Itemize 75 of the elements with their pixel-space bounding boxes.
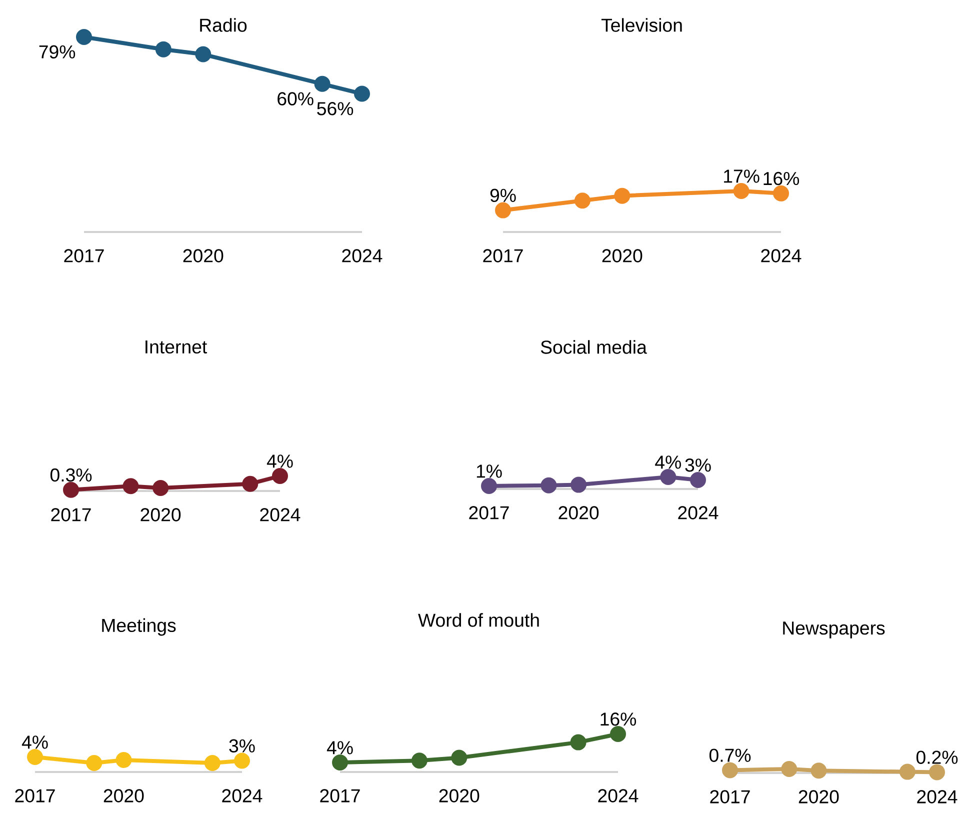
x-tick-label: 2020 xyxy=(183,249,224,262)
data-label: 16% xyxy=(764,172,800,186)
point xyxy=(204,755,220,771)
point xyxy=(234,752,250,769)
data-label: 17% xyxy=(724,170,760,183)
data-label: 16% xyxy=(600,712,636,726)
x-tick-label: 2024 xyxy=(222,789,262,802)
point xyxy=(540,477,557,494)
data-label: 0.2% xyxy=(916,750,958,764)
point xyxy=(481,478,498,494)
point xyxy=(411,752,428,769)
chart-title: Television xyxy=(601,18,682,32)
data-label: 3% xyxy=(685,458,711,472)
x-tick-label: 2017 xyxy=(710,790,750,804)
point xyxy=(152,480,169,496)
point xyxy=(76,28,92,45)
x-tick-label: 2020 xyxy=(558,506,599,520)
point xyxy=(155,41,172,58)
chart-title: Meetings xyxy=(102,618,176,636)
x-tick-label: 2020 xyxy=(140,508,181,522)
data-label: 79% xyxy=(39,45,76,58)
x-tick-label: 2017 xyxy=(51,508,91,522)
chart-title: Internet xyxy=(146,340,208,354)
x-tick-label: 2017 xyxy=(469,506,509,520)
x-tick-label: 2017 xyxy=(15,789,55,802)
data-label: 60% xyxy=(278,92,314,106)
point xyxy=(122,478,139,494)
point xyxy=(574,192,590,209)
x-tick-label: 2020 xyxy=(439,789,480,802)
x-tick-label: 2017 xyxy=(320,789,360,802)
x-tick-label: 2017 xyxy=(64,249,104,262)
chart-title: Radio xyxy=(200,18,247,32)
point xyxy=(614,188,630,204)
point xyxy=(733,182,750,199)
point xyxy=(610,726,626,742)
x-tick-label: 2020 xyxy=(798,790,839,804)
point xyxy=(272,468,288,484)
data-label: 4% xyxy=(266,454,293,468)
point xyxy=(690,472,706,488)
data-label: 0.7% xyxy=(709,748,751,762)
x-tick-label: 2024 xyxy=(342,249,382,262)
x-tick-label: 2024 xyxy=(678,506,718,520)
chart-title: Social media xyxy=(540,340,647,354)
data-label: 9% xyxy=(490,188,516,202)
x-tick-label: 2020 xyxy=(104,789,144,802)
point xyxy=(332,754,348,770)
point xyxy=(63,482,80,498)
data-label: 0.3% xyxy=(50,468,92,482)
data-label: 1% xyxy=(476,464,502,478)
data-label: 56% xyxy=(317,102,354,116)
x-tick-label: 2020 xyxy=(602,249,642,262)
x-tick-label: 2024 xyxy=(260,508,300,522)
point xyxy=(451,750,468,766)
chart-title: Word of mouth xyxy=(418,613,539,627)
data-label: 3% xyxy=(229,739,255,752)
point xyxy=(660,468,676,485)
point xyxy=(86,755,102,771)
point xyxy=(27,749,44,765)
data-label: 4% xyxy=(326,741,353,754)
point xyxy=(354,86,370,102)
point xyxy=(116,752,132,768)
data-label: 4% xyxy=(22,736,48,749)
x-tick-label: 2024 xyxy=(598,789,638,802)
point xyxy=(570,734,586,750)
x-tick-label: 2024 xyxy=(917,790,958,804)
x-tick-label: 2024 xyxy=(761,249,802,262)
point xyxy=(195,46,212,62)
point xyxy=(314,76,330,92)
point xyxy=(773,185,790,202)
data-label: 4% xyxy=(655,456,681,469)
chart-title: Newspapers xyxy=(783,622,885,638)
point xyxy=(570,476,587,493)
point xyxy=(242,476,258,492)
point xyxy=(495,202,512,218)
x-tick-label: 2017 xyxy=(483,249,523,262)
